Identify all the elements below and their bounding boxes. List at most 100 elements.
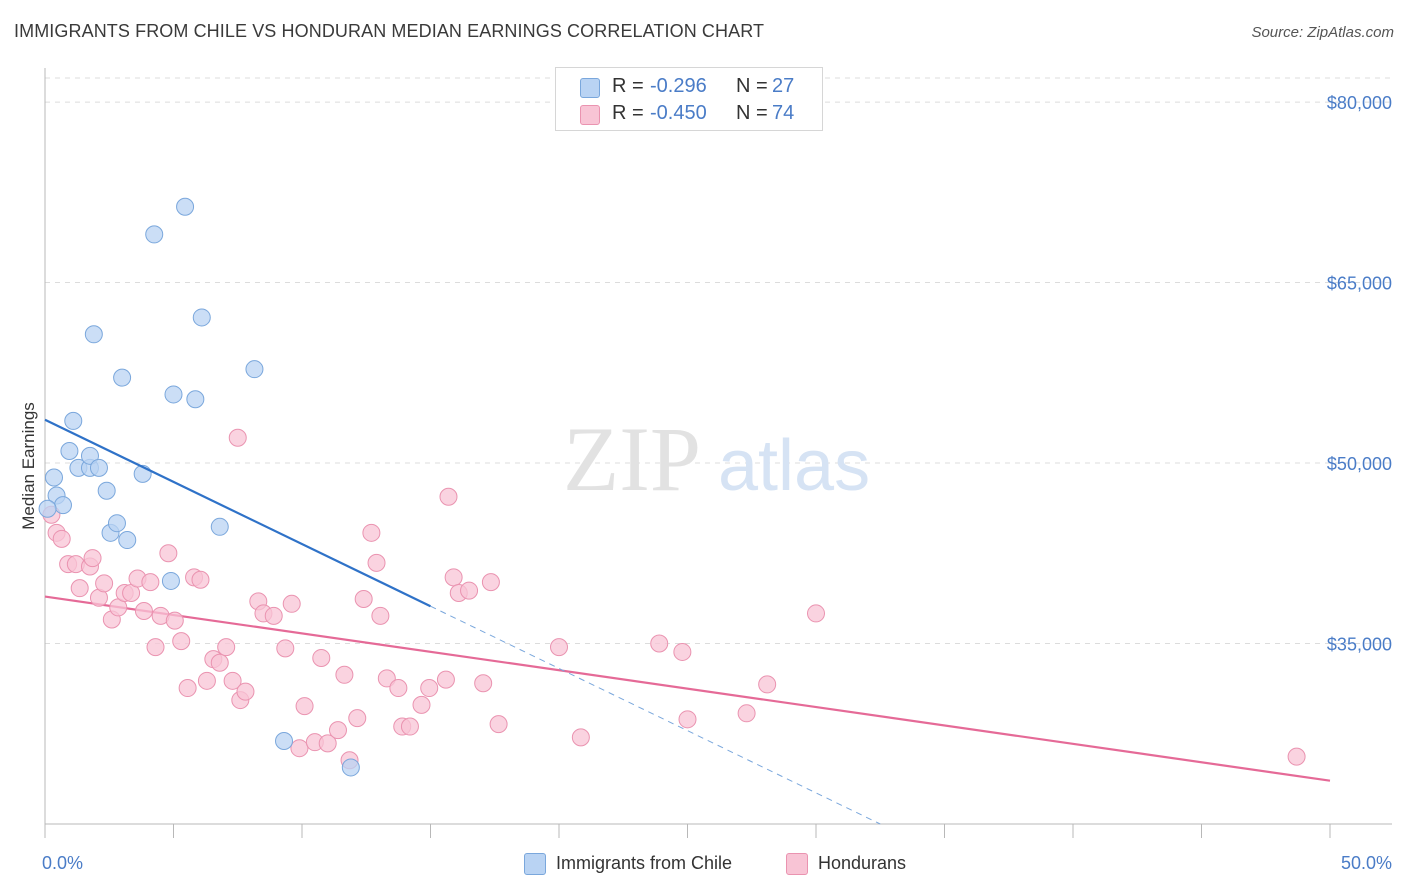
point-chile — [53, 496, 72, 515]
y-tick-label: $65,000 — [1327, 274, 1392, 294]
point-chile — [245, 360, 264, 379]
y-tick-label: $80,000 — [1327, 93, 1392, 113]
point-chile — [80, 446, 99, 465]
legend-n-label: N = — [736, 75, 768, 97]
point-honduran — [1287, 747, 1306, 766]
point-honduran — [52, 529, 71, 548]
point-honduran — [460, 581, 479, 600]
trend-layer — [44, 595, 1331, 825]
point-honduran — [389, 679, 408, 698]
point-honduran — [146, 638, 165, 657]
point-honduran — [134, 602, 153, 621]
point-chile — [113, 368, 132, 387]
point-honduran — [481, 573, 500, 592]
trend-line-hondurans — [44, 595, 1331, 782]
point-chile — [89, 458, 108, 477]
point-honduran — [223, 671, 242, 690]
correlation-legend: R = -0.296 N = 27 R = -0.450 N = 74 — [555, 67, 823, 131]
point-honduran — [295, 697, 314, 716]
chart-title: IMMIGRANTS FROM CHILE VS HONDURAN MEDIAN… — [14, 21, 765, 41]
point-honduran — [371, 606, 390, 625]
watermark-zip: ZIP — [563, 408, 701, 510]
y-tick-label: $50,000 — [1327, 454, 1392, 474]
point-honduran — [489, 715, 508, 734]
point-chile — [210, 517, 229, 536]
point-honduran — [165, 611, 184, 630]
legend-swatch-hondurans — [580, 105, 600, 125]
point-chile — [192, 308, 211, 327]
legend-r-label: R = — [612, 75, 644, 97]
legend-row-chile: R = -0.296 N = 27 — [556, 73, 822, 101]
y-axis-label: Median Earnings — [19, 402, 38, 530]
bottom-legend-swatch-chile — [524, 853, 546, 875]
x-tick-label: 50.0% — [1341, 853, 1392, 873]
point-honduran — [758, 675, 777, 694]
point-chile — [38, 499, 57, 518]
point-chile — [44, 468, 63, 487]
watermark: ZIP atlas — [563, 408, 870, 510]
point-honduran — [354, 589, 373, 608]
point-honduran — [400, 717, 419, 736]
points-layer — [38, 197, 1306, 777]
legend-row-hondurans: R = -0.450 N = 74 — [556, 100, 822, 128]
legend-r-label: R = — [612, 102, 644, 124]
point-chile — [107, 514, 126, 533]
point-honduran — [217, 638, 236, 657]
bottom-legend-swatch-hondurans — [786, 853, 808, 875]
watermark-atlas: atlas — [718, 426, 870, 506]
legend-r-value: -0.450 — [650, 102, 707, 124]
point-honduran — [335, 665, 354, 684]
point-honduran — [328, 721, 347, 740]
x-tick-label: 0.0% — [42, 853, 83, 873]
point-honduran — [650, 634, 669, 653]
point-honduran — [362, 523, 381, 542]
point-honduran — [191, 570, 210, 589]
point-honduran — [377, 669, 396, 688]
point-chile — [97, 481, 116, 500]
point-honduran — [348, 709, 367, 728]
point-honduran — [439, 487, 458, 506]
legend-n-label: N = — [736, 102, 768, 124]
bottom-legend-label-chile: Immigrants from Chile — [556, 853, 733, 873]
point-honduran — [70, 579, 89, 598]
point-honduran — [290, 739, 309, 758]
point-honduran — [236, 682, 255, 701]
point-honduran — [678, 710, 697, 729]
point-honduran — [282, 594, 301, 613]
source-label: Source: ZipAtlas.com — [1251, 24, 1394, 41]
axis-layer: $35,000 $50,000 $65,000 $80,000 0.0% 50.0% — [42, 68, 1392, 873]
point-honduran — [172, 632, 191, 651]
point-honduran — [737, 704, 756, 723]
point-chile — [60, 442, 79, 460]
point-honduran — [210, 653, 229, 672]
legend-r-value: -0.296 — [650, 75, 707, 97]
point-honduran — [318, 734, 337, 753]
point-chile — [341, 758, 360, 777]
point-honduran — [550, 638, 568, 657]
point-honduran — [228, 428, 247, 447]
point-honduran — [412, 695, 431, 714]
point-honduran — [83, 549, 102, 568]
point-chile — [118, 531, 137, 550]
point-honduran — [807, 604, 825, 623]
point-honduran — [264, 606, 283, 625]
point-honduran — [367, 553, 386, 572]
trend-line-chile — [44, 418, 431, 608]
point-chile — [275, 731, 294, 750]
legend-n-value: 74 — [772, 102, 795, 124]
point-chile — [145, 225, 164, 244]
point-honduran — [159, 544, 178, 563]
point-honduran — [444, 568, 463, 587]
point-honduran — [474, 674, 493, 693]
point-honduran — [571, 728, 590, 747]
point-honduran — [95, 574, 114, 593]
point-chile — [84, 325, 103, 344]
point-honduran — [141, 573, 160, 592]
point-chile — [186, 390, 205, 409]
legend-swatch-chile — [580, 78, 600, 98]
point-honduran — [436, 670, 455, 689]
point-chile — [176, 197, 195, 216]
point-chile — [164, 385, 183, 404]
bottom-legend-label-hondurans: Hondurans — [818, 853, 907, 873]
